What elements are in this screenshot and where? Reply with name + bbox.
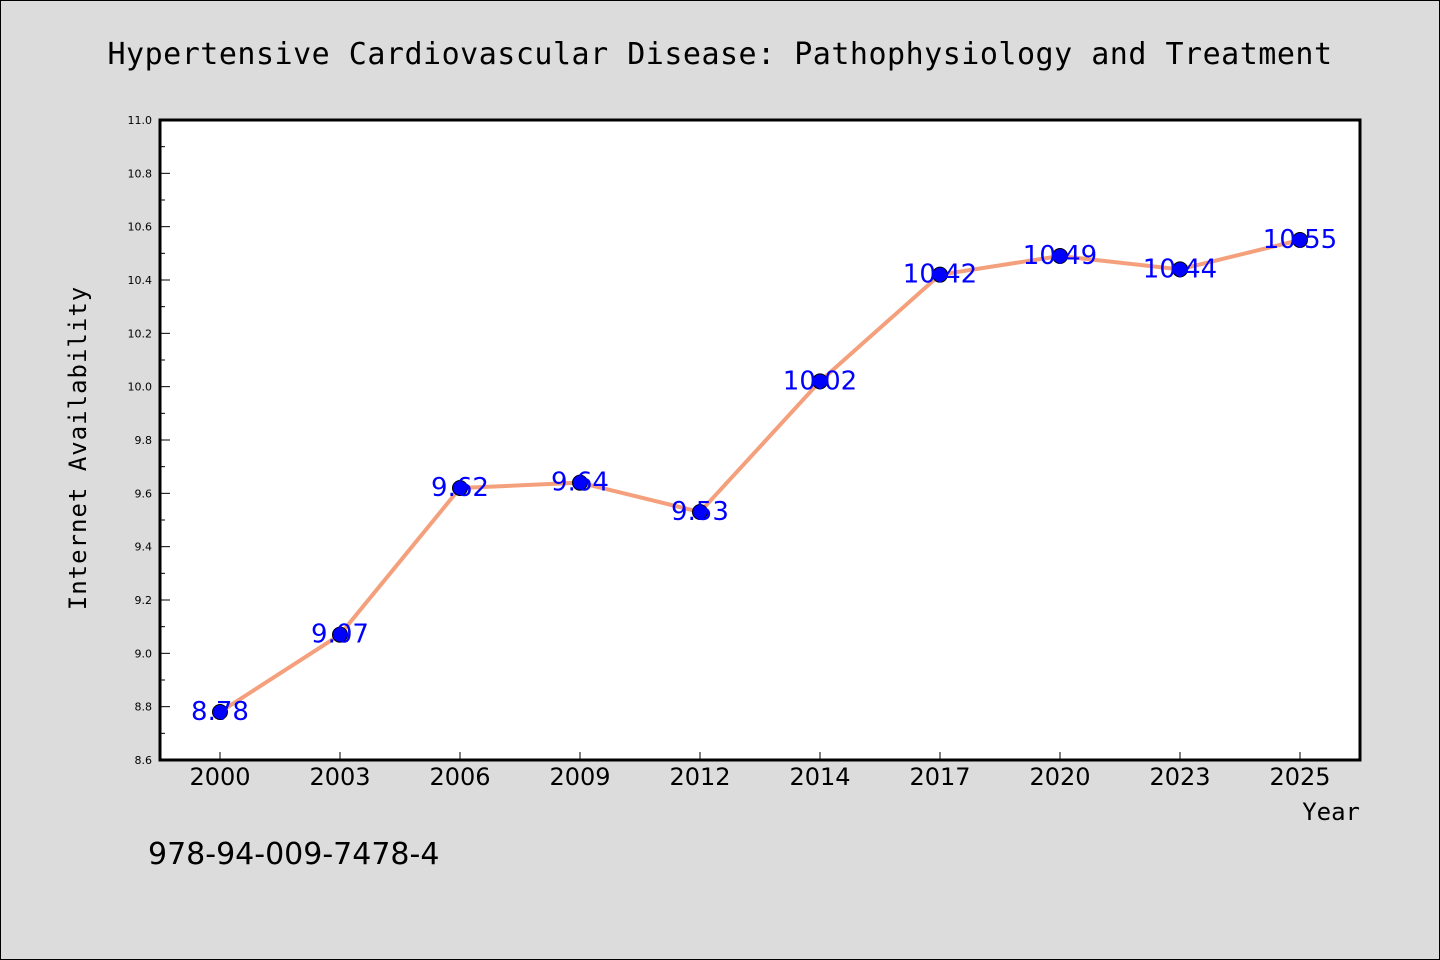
data-point-marker (1052, 248, 1068, 264)
data-label: 9.62 (431, 473, 489, 503)
y-tick-label: 9.0 (135, 647, 153, 660)
x-tick-label: 2014 (789, 763, 850, 791)
y-tick-label: 10.6 (128, 221, 153, 234)
x-tick-label: 2012 (669, 763, 730, 791)
x-tick-label: 2009 (549, 763, 610, 791)
data-label: 10.44 (1143, 254, 1217, 284)
data-point-marker (1292, 232, 1308, 248)
data-point-marker (812, 373, 828, 390)
x-tick-label: 2025 (1269, 763, 1330, 791)
y-tick-label: 9.2 (135, 594, 153, 607)
data-label: 10.02 (783, 366, 857, 396)
y-axis-label: Internet Availability (64, 286, 92, 610)
y-tick-label: 10.0 (128, 381, 153, 394)
plot-area (160, 120, 1360, 760)
y-tick-label: 9.6 (135, 487, 153, 500)
series-group: 8.78 9.07 9.62 9.64 9.53 10.02 10.42 10.49 10.44… (191, 225, 1337, 727)
data-point-marker (932, 266, 948, 283)
x-axis-label: Year (1302, 798, 1360, 826)
plot-frame (158, 118, 1362, 762)
y-tick-label: 10.4 (128, 274, 153, 287)
x-tick-label: 2000 (189, 763, 250, 791)
data-point-marker (452, 480, 468, 496)
data-point-marker (1172, 261, 1188, 278)
x-tick-label: 2003 (309, 763, 370, 791)
x-tick-label: 2020 (1029, 763, 1090, 791)
data-label: 10.49 (1023, 241, 1097, 271)
data-point-marker (332, 626, 348, 643)
data-label: 8.78 (191, 697, 249, 727)
data-label: 9.64 (551, 468, 609, 498)
y-tick-label: 9.4 (135, 541, 153, 554)
y-tick-label: 10.8 (128, 167, 153, 180)
data-label: 10.55 (1263, 225, 1337, 255)
x-tick-label: 2006 (429, 763, 490, 791)
data-point-marker (572, 474, 588, 491)
chart-title: Hypertensive Cardiovascular Disease: Pat… (107, 37, 1332, 72)
y-tick-label: 9.8 (135, 434, 153, 447)
data-label: 10.42 (903, 260, 977, 290)
y-tick-label: 8.8 (135, 701, 153, 714)
x-tick-label: 2017 (909, 763, 970, 791)
data-point-marker (692, 504, 708, 520)
series-line (218, 238, 1302, 714)
y-axis: 8.6 8.8 9.0 9.2 9.4 9.6 9.8 10.0 10.2 10.4 10.6 10.… (128, 114, 170, 767)
x-axis: 2000 2003 2006 2009 2012 2014 2017 2020 2023 2025 (189, 752, 1331, 791)
data-label: 9.53 (671, 497, 729, 527)
x-tick-label: 2023 (1149, 763, 1210, 791)
y-tick-label: 8.6 (135, 754, 153, 767)
y-tick-label: 11.0 (128, 114, 153, 127)
footer-text: 978-94-009-7478-4 (148, 837, 439, 872)
data-point-marker (212, 704, 228, 720)
y-tick-label: 10.2 (128, 327, 153, 340)
data-label: 9.07 (311, 620, 369, 650)
